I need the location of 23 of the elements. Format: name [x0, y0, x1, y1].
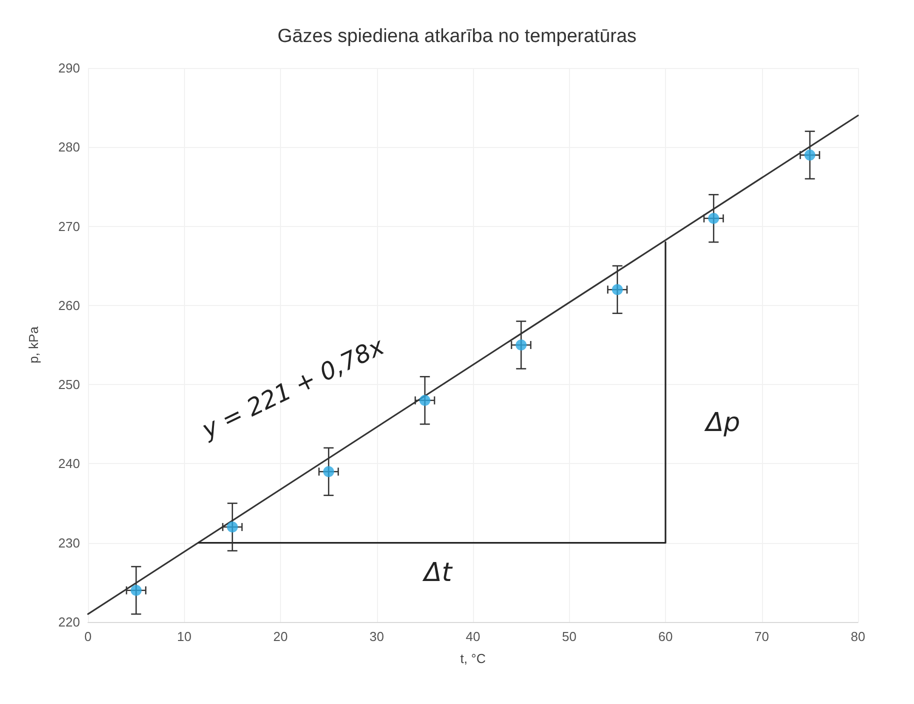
- y-tick-label: 220: [58, 614, 80, 630]
- x-tick-label: 50: [562, 629, 576, 644]
- x-tick-label: 80: [850, 629, 866, 644]
- x-tick-label: 70: [754, 629, 769, 644]
- x-tick-label: 60: [658, 629, 673, 644]
- y-tick-label: 250: [58, 377, 80, 392]
- x-tick-label: 0: [84, 629, 92, 644]
- y-tick-label: 240: [58, 456, 80, 472]
- x-tick-label: 40: [466, 629, 480, 644]
- y-tick-label: 290: [58, 60, 80, 76]
- y-tick-label: 260: [58, 298, 80, 313]
- y-tick-label: 280: [58, 140, 80, 155]
- y-tick-label: 270: [58, 218, 80, 234]
- annotation: Δt: [422, 558, 453, 588]
- x-tick-label: 30: [370, 629, 384, 644]
- y-tick-label: 230: [58, 535, 80, 550]
- chart-title: Gāzes spiediena atkarība no temperatūras: [277, 26, 637, 47]
- annotation: y = 221 + 0,78x: [196, 332, 390, 444]
- annotation: Δp: [704, 408, 740, 438]
- y-axis-title: p, kPa: [26, 326, 41, 364]
- x-axis-title: t, °C: [460, 651, 486, 666]
- x-tick-label: 20: [273, 629, 288, 644]
- x-tick-label: 10: [177, 629, 192, 644]
